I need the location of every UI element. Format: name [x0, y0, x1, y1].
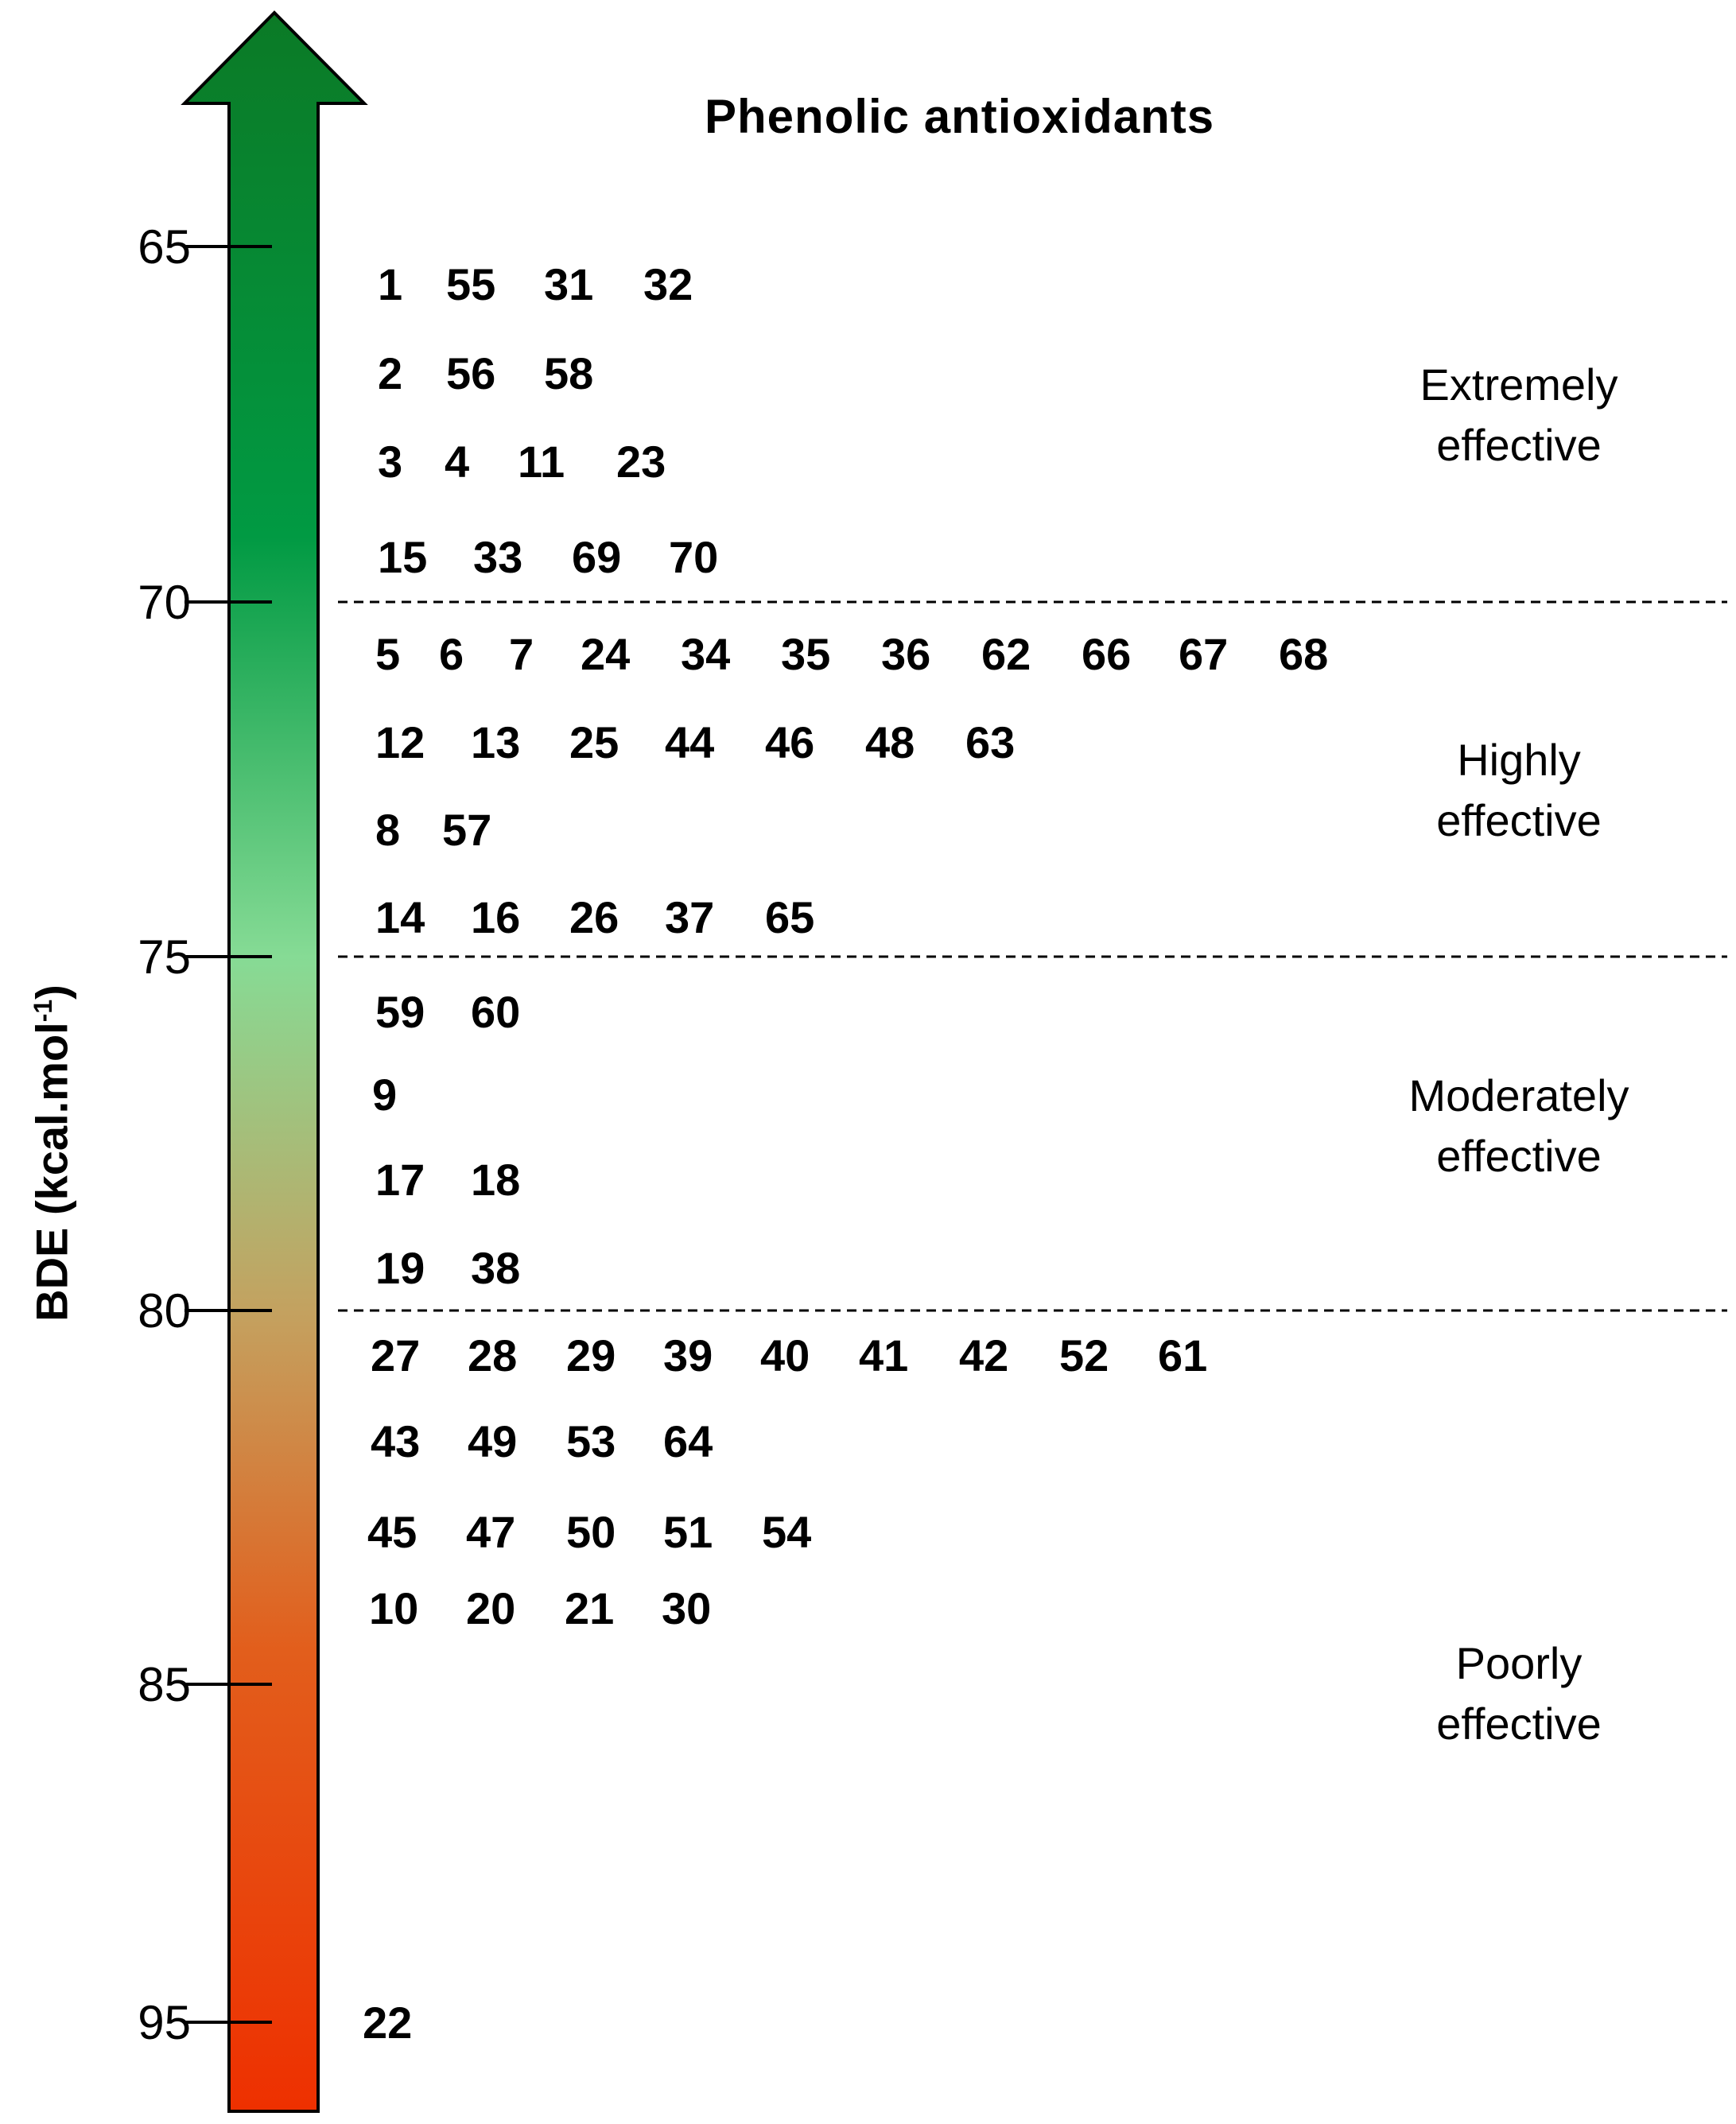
compound-number: 61 [1158, 1330, 1208, 1380]
compound-number: 5 [375, 629, 401, 679]
compound-number: 66 [1082, 629, 1132, 679]
compound-number: 57 [442, 805, 492, 855]
y-axis-label: BDE (kcal.mol-1) [26, 984, 77, 1322]
compound-number: 68 [1279, 629, 1329, 679]
page-title: Phenolic antioxidants [705, 90, 1215, 143]
category-moderately: Moderately effective [1368, 1066, 1670, 1186]
category-label: effective [1436, 1699, 1602, 1749]
category-poorly: Poorly effective [1368, 1633, 1670, 1754]
compound-number: 70 [669, 532, 719, 582]
compound-number: 15 [378, 532, 428, 582]
compound-number: 38 [471, 1243, 521, 1293]
compound-number: 64 [663, 1416, 713, 1466]
compound-number: 50 [566, 1507, 616, 1557]
compound-number: 39 [663, 1330, 713, 1380]
category-label: effective [1436, 420, 1602, 470]
compound-number: 37 [665, 892, 715, 942]
compound-number: 30 [662, 1583, 712, 1633]
tick-label-65: 65 [138, 220, 191, 274]
compound-number: 7 [509, 629, 534, 679]
tick-label-70: 70 [138, 576, 191, 629]
compound-number: 48 [865, 717, 915, 767]
category-label: effective [1436, 1131, 1602, 1181]
compound-number: 59 [375, 987, 425, 1037]
compound-number: 34 [681, 629, 731, 679]
compound-number: 1 [378, 259, 403, 309]
category-label: Highly [1457, 735, 1581, 785]
compound-number: 51 [663, 1507, 713, 1557]
compound-number: 6 [439, 629, 464, 679]
compound-number: 29 [566, 1330, 616, 1380]
compound-number: 25 [569, 717, 619, 767]
compound-number: 52 [1059, 1330, 1109, 1380]
compound-number: 45 [367, 1507, 417, 1557]
compound-number: 19 [375, 1243, 425, 1293]
compound-number: 31 [544, 259, 594, 309]
compound-number: 3 [378, 437, 403, 487]
compound-number: 33 [473, 532, 523, 582]
compound-number: 40 [760, 1330, 810, 1380]
category-label: Extremely [1419, 359, 1618, 410]
tick-label-80: 80 [138, 1284, 191, 1338]
compound-number: 58 [544, 348, 594, 398]
compound-number: 11 [518, 437, 565, 487]
compound-number: 63 [965, 717, 1016, 767]
compound-number: 2 [378, 348, 403, 398]
compound-number: 35 [781, 629, 831, 679]
compound-number: 41 [859, 1330, 909, 1380]
tick-label-75: 75 [138, 930, 191, 984]
compound-number: 13 [471, 717, 521, 767]
compound-number: 14 [375, 892, 425, 942]
compound-number: 44 [665, 717, 715, 767]
compound-number: 23 [616, 437, 666, 487]
category-label: Moderately [1408, 1070, 1629, 1120]
compound-number: 21 [565, 1583, 615, 1633]
tick-label-95: 95 [138, 1996, 191, 2049]
compound-number: 8 [375, 805, 401, 855]
compound-number: 26 [569, 892, 619, 942]
compound-number: 67 [1179, 629, 1229, 679]
compound-number: 28 [468, 1330, 518, 1380]
compound-number: 49 [468, 1416, 518, 1466]
compound-number: 4 [445, 437, 470, 487]
compound-number: 69 [572, 532, 622, 582]
compound-number: 56 [446, 348, 496, 398]
compound-number: 47 [466, 1507, 516, 1557]
compound-number: 22 [363, 1998, 413, 2048]
category-label: Poorly [1455, 1638, 1583, 1688]
category-label: effective [1436, 795, 1602, 845]
compound-number: 17 [375, 1155, 425, 1205]
compound-number: 10 [369, 1583, 419, 1633]
arrow-shape [181, 10, 368, 2113]
compound-number: 12 [375, 717, 425, 767]
compound-number: 32 [643, 259, 693, 309]
compound-number: 16 [471, 892, 521, 942]
compound-number: 43 [371, 1416, 421, 1466]
compound-number: 54 [762, 1507, 812, 1557]
compound-number: 42 [959, 1330, 1009, 1380]
tick-label-85: 85 [138, 1658, 191, 1711]
compound-number: 20 [466, 1583, 516, 1633]
compound-number: 60 [471, 987, 521, 1037]
compound-number: 46 [765, 717, 815, 767]
compound-number: 27 [371, 1330, 421, 1380]
compound-number: 24 [581, 629, 631, 679]
category-extremely: Extremely effective [1368, 355, 1670, 476]
category-highly: Highly effective [1368, 730, 1670, 851]
compound-number: 9 [372, 1070, 398, 1120]
compound-number: 62 [981, 629, 1031, 679]
compound-number: 36 [881, 629, 931, 679]
compound-number: 18 [471, 1155, 521, 1205]
compound-number: 53 [566, 1416, 616, 1466]
compound-number: 65 [765, 892, 815, 942]
compound-number: 55 [446, 259, 496, 309]
